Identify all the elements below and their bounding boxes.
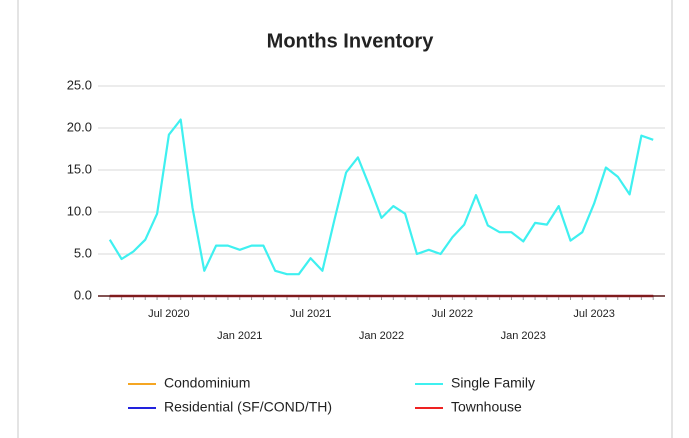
x-tick-label: Jan 2023 [501,330,546,342]
legend-label: Single Family [451,375,535,391]
legend-label: Townhouse [451,399,522,415]
x-tick-label: Jul 2023 [573,308,615,320]
y-tick-label: 15.0 [67,161,92,176]
x-tick-label: Jul 2021 [290,308,332,320]
y-tick-label: 5.0 [74,245,92,260]
line-series [108,118,654,276]
chart-title: Months Inventory [267,30,435,52]
y-tick-label: 10.0 [67,203,92,218]
y-tick-label: 25.0 [67,77,92,92]
y-tick-label: 20.0 [67,119,92,134]
frame [17,0,673,438]
x-tick-label: Jan 2021 [217,330,262,342]
legend-label: Condominium [164,375,250,391]
x-tick-label: Jan 2022 [359,330,404,342]
x-tick-label: Jul 2020 [148,308,190,320]
x-tick-label: Jul 2022 [432,308,474,320]
y-tick-label: 0.0 [74,287,92,302]
legend-label: Residential (SF/COND/TH) [164,399,332,415]
